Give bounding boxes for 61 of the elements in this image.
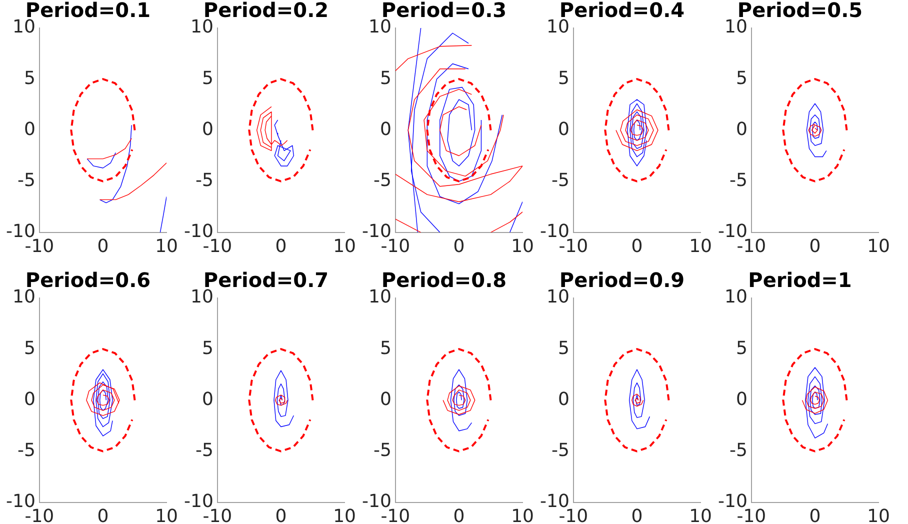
line-series — [604, 348, 670, 452]
x-tick-label: 10 — [511, 506, 534, 524]
y-tick-label: 0 — [24, 388, 36, 410]
x-tick-label: 10 — [333, 236, 356, 257]
line-series — [604, 78, 670, 182]
x-tick-label: 0 — [631, 236, 643, 257]
y-tick-label: 5 — [380, 68, 392, 89]
x-tick-label: 0 — [809, 236, 821, 257]
x-tick-label: 0 — [97, 236, 109, 257]
x-tick-label: 0 — [453, 506, 465, 524]
x-tick-label: 10 — [867, 506, 890, 524]
line-series — [248, 78, 314, 182]
y-tick-label: -5 — [195, 440, 214, 461]
x-tick-label: 10 — [689, 236, 712, 257]
x-tick-label: 0 — [631, 506, 643, 524]
x-tick-label: 10 — [867, 236, 890, 257]
line-series — [782, 78, 848, 182]
y-tick-label: -5 — [551, 170, 570, 191]
y-tick-label: 5 — [558, 338, 570, 359]
x-tick-label: 0 — [809, 506, 821, 524]
y-tick-label: -5 — [17, 170, 36, 191]
y-tick-label: 5 — [380, 338, 392, 359]
y-tick-label: 5 — [202, 68, 214, 89]
y-tick-label: 0 — [202, 118, 214, 140]
y-tick-label: 0 — [202, 388, 214, 410]
line-series — [782, 348, 848, 452]
x-tick-label: 10 — [333, 506, 356, 524]
y-tick-label: 5 — [558, 68, 570, 89]
x-tick-label: 0 — [453, 236, 465, 257]
x-tick-label: 10 — [689, 506, 712, 524]
y-tick-label: 5 — [202, 338, 214, 359]
y-tick-label: -5 — [551, 440, 570, 461]
x-tick-label: 10 — [511, 236, 534, 257]
y-tick-label: 5 — [736, 338, 748, 359]
y-tick-label: 5 — [24, 338, 36, 359]
y-tick-label: 5 — [24, 68, 36, 89]
y-tick-label: 5 — [736, 68, 748, 89]
y-tick-label: 0 — [736, 118, 748, 140]
line-series — [70, 78, 136, 182]
x-tick-label: 0 — [275, 236, 287, 257]
y-tick-label: 0 — [380, 118, 392, 140]
x-tick-label: 0 — [97, 506, 109, 524]
x-tick-label: 10 — [155, 236, 178, 257]
y-tick-label: -5 — [17, 440, 36, 461]
y-tick-label: 0 — [558, 118, 570, 140]
y-tick-label: -5 — [373, 440, 392, 461]
line-series — [70, 348, 136, 452]
y-tick-label: 0 — [380, 388, 392, 410]
chart-title: Period=1 — [748, 268, 852, 292]
y-tick-label: -5 — [195, 170, 214, 191]
y-tick-label: -5 — [373, 170, 392, 191]
y-tick-label: -5 — [729, 440, 748, 461]
y-tick-label: 0 — [24, 118, 36, 140]
y-tick-label: 0 — [736, 388, 748, 410]
x-tick-label: 0 — [275, 506, 287, 524]
y-tick-label: 0 — [558, 388, 570, 410]
line-series — [426, 348, 492, 452]
x-tick-label: 10 — [155, 506, 178, 524]
line-series — [248, 348, 314, 452]
y-tick-label: 10 — [724, 286, 748, 308]
y-tick-label: -5 — [729, 170, 748, 191]
